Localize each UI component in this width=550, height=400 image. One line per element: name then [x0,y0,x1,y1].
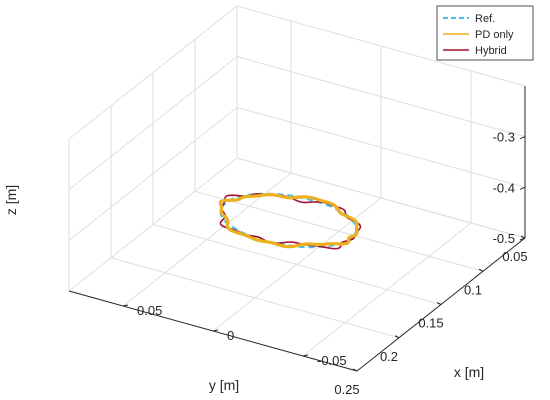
series-line-pd-only [218,193,359,249]
x-tick-mark [122,304,129,307]
floor-grid-line [152,224,442,305]
floor-grid-line [110,257,400,339]
y-tick-label: 0.1 [464,282,482,297]
x-tick-mark [302,354,309,357]
y-tick-label: 0.2 [380,349,398,364]
z-tick-mark [519,136,526,140]
y-tick-label: 0.15 [418,316,443,331]
z-tick-mark [519,237,526,241]
tick-labels: 0.05 0.1 0.15 0.2 0.25 -0.05 0 0.05 -0.5 -0.4 -0.3 [137,130,528,397]
wall-grid-line [68,157,238,292]
y-tick-mark [478,268,484,272]
trajectory-curves [218,192,362,250]
x-tick-label: -0.05 [317,353,347,368]
z-tick-mark [519,186,526,190]
legend-label: PD only [475,29,514,41]
z-tick-label: -0.3 [493,130,515,145]
y-axis-label: y [m] [209,377,239,393]
wall-grid-line [236,56,526,138]
wall-grid-line [236,157,526,239]
wall-grid-line [236,106,526,188]
wall-grid-line [68,56,238,191]
y-tick-label: 0.25 [334,382,359,397]
z-axis-label: z [m] [3,185,19,215]
legend: Ref. PD only Hybrid [436,5,534,61]
legend-label: Ref. [475,13,495,25]
z-tick-label: -0.4 [493,180,515,195]
y-tick-mark [352,368,358,372]
floor-grid-line [194,190,484,272]
x-tick-label: 0.05 [137,303,162,318]
legend-label: Hybrid [475,45,507,57]
z-tick-label: -0.5 [493,231,515,246]
legend-box [436,5,534,61]
y-tick-label: 0.05 [502,249,527,264]
wall-grid-line [68,106,238,241]
box-edge [68,5,238,140]
y-tick-mark [520,235,526,239]
box-edge [236,5,526,87]
x-tick-label: 0 [227,328,234,343]
axis-lines [68,86,526,372]
x-axis-label: x [m] [454,364,484,380]
y-tick-mark [394,335,400,339]
y-tick-mark [436,302,442,305]
x-tick-mark [212,329,219,332]
